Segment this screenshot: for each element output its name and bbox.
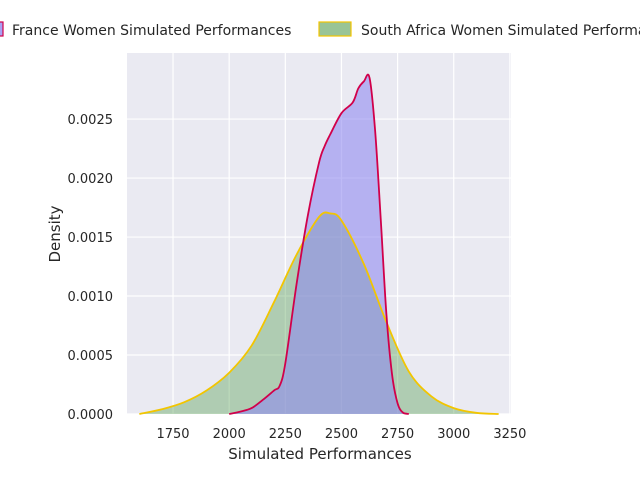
- y-tick-label: 0.0005: [68, 349, 114, 364]
- x-tick-label: 3000: [437, 427, 470, 442]
- y-axis-label: Density: [46, 205, 64, 262]
- x-tick-label: 2000: [213, 427, 246, 442]
- density-line-south-africa: [139, 211, 499, 415]
- y-tick-label: 0.0015: [68, 231, 114, 246]
- density-line-france: [228, 73, 410, 415]
- y-tick-label: 0.0025: [68, 113, 114, 128]
- density-area-france: [229, 74, 409, 415]
- legend-swatch-france: [0, 21, 4, 37]
- legend-label-south-africa: South Africa Women Simulated Performance…: [361, 23, 640, 39]
- density-areas: [139, 73, 499, 415]
- x-tick-label: 3250: [493, 427, 526, 442]
- legend: France Women Simulated Performances Sout…: [0, 21, 640, 39]
- x-axis-label: Simulated Performances: [228, 445, 412, 463]
- legend-label-france: France Women Simulated Performances: [12, 23, 291, 39]
- x-tick-label: 1750: [156, 427, 189, 442]
- tick-labels: 1750 2000 2250 2500 2750 3000 3250 0.0000 0.0005…: [68, 113, 527, 442]
- x-tick-label: 2500: [325, 427, 358, 442]
- y-tick-label: 0.0010: [68, 290, 114, 305]
- y-tick-label: 0.0000: [68, 408, 114, 423]
- y-tick-label: 0.0020: [68, 172, 114, 187]
- legend-swatch-south-africa: [318, 21, 352, 37]
- x-tick-label: 2750: [381, 427, 414, 442]
- x-tick-label: 2250: [269, 427, 302, 442]
